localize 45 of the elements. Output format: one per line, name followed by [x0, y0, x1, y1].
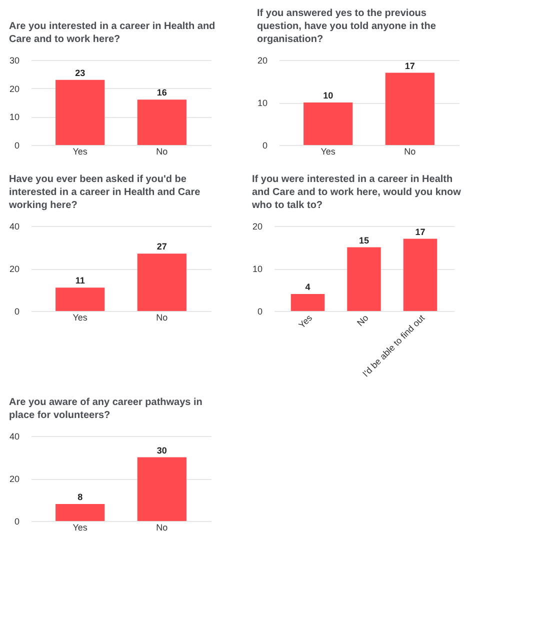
data-label: 4: [305, 282, 310, 292]
data-label: 15: [358, 235, 370, 246]
x-tick-label: Yes: [320, 146, 336, 156]
x-tick-label: No: [355, 312, 370, 328]
bar: [347, 247, 381, 311]
x-tick-label: No: [156, 522, 168, 532]
y-tick-label: 0: [257, 306, 262, 316]
x-tick-label: Yes: [72, 522, 88, 532]
x-tick-label: Yes: [296, 312, 314, 330]
y-tick-label: 0: [14, 306, 20, 316]
chart-title: If you answered yes to the previous question, have you told anyone in the organisation?: [256, 8, 436, 45]
data-label: 10: [323, 90, 334, 100]
data-label: 17: [415, 226, 426, 237]
data-label: 30: [156, 445, 167, 456]
y-tick-label: 20: [9, 474, 20, 484]
y-tick-label: 20: [9, 264, 20, 274]
x-tick-label: Yes: [72, 312, 88, 322]
y-tick-label: 10: [257, 98, 268, 108]
chart-title: Have you ever been asked if you'd be interested in a career in Health and Care working here?: [8, 174, 201, 211]
y-tick-label: 0: [14, 516, 20, 526]
bar: [403, 238, 438, 311]
bar: [290, 294, 325, 311]
y-tick-label: 40: [9, 432, 20, 442]
chart-title: If you were interested in a career in Health and Care and to work here, would you know who to talk to?: [250, 174, 462, 211]
chart-title: Are you aware of any career pathways in place for volunteers?: [8, 397, 202, 421]
chart-title: Are you interested in a career in Health and Care and to work here?: [8, 21, 216, 45]
data-label: 17: [404, 60, 415, 71]
y-tick-label: 40: [9, 222, 20, 232]
x-tick-label: No: [156, 312, 168, 322]
data-label: 8: [78, 492, 83, 502]
y-tick-label: 0: [14, 140, 20, 150]
y-tick-label: 30: [9, 56, 20, 66]
data-label: 11: [75, 276, 85, 286]
data-label: 27: [156, 242, 167, 252]
y-tick-label: 20: [252, 222, 262, 232]
y-tick-label: 10: [252, 264, 262, 274]
y-tick-label: 10: [9, 112, 20, 122]
x-tick-label: Yes: [72, 146, 88, 156]
y-tick-label: 20: [257, 56, 268, 66]
y-tick-label: 0: [262, 140, 268, 150]
y-tick-label: 20: [9, 84, 20, 94]
data-label: 23: [75, 68, 86, 78]
x-tick-label: No: [156, 146, 168, 156]
x-tick-label: No: [404, 146, 416, 156]
data-label: 16: [156, 88, 167, 98]
